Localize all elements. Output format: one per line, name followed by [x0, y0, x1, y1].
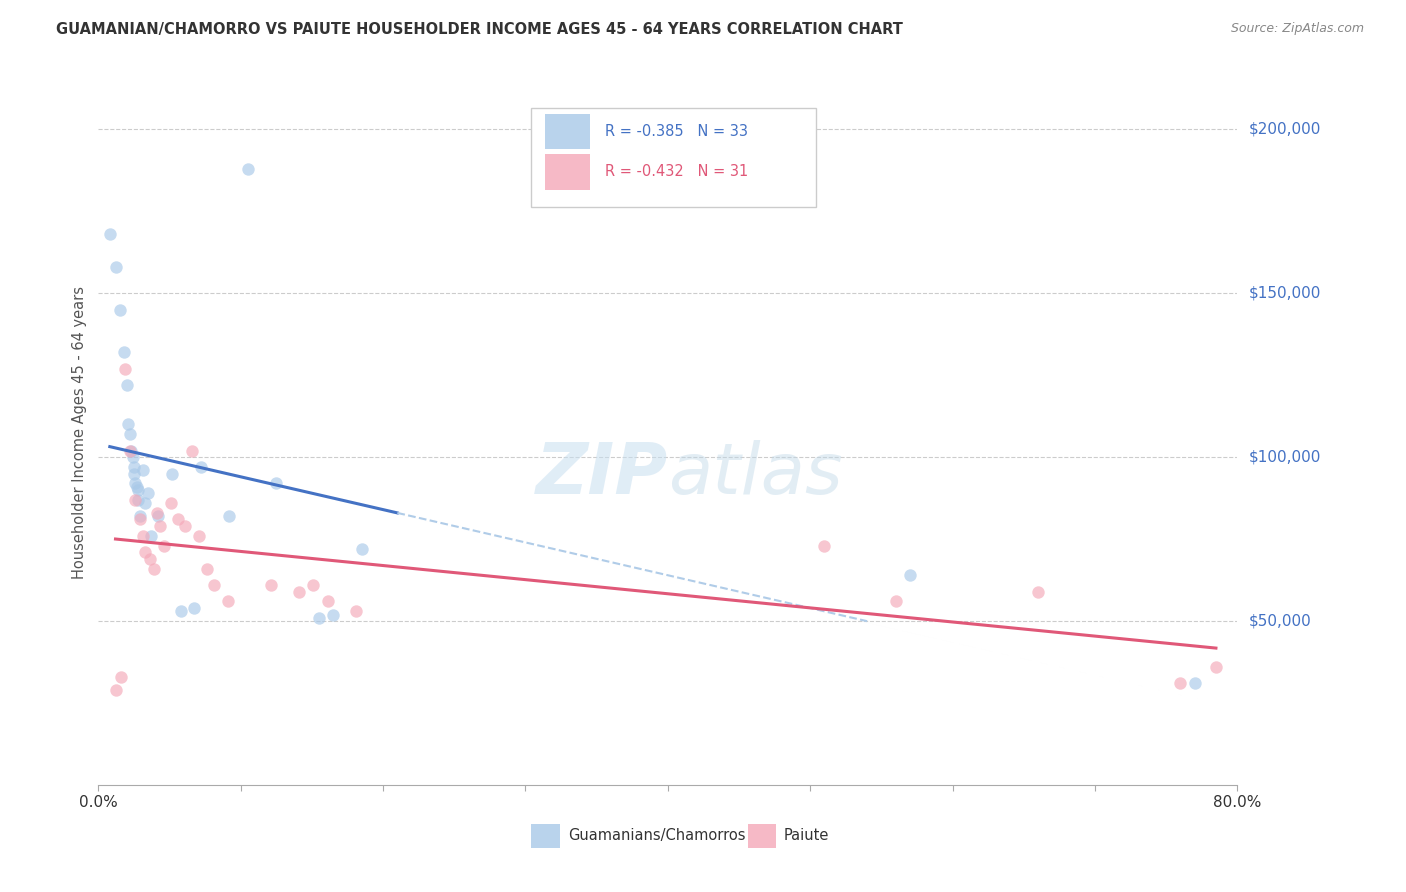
Point: [124, 492, 146, 507]
FancyBboxPatch shape: [748, 823, 776, 848]
Point: [1184, 676, 1206, 690]
Point: [266, 476, 288, 491]
Point: [288, 584, 311, 599]
Point: [302, 578, 325, 592]
Point: [131, 529, 153, 543]
Point: [308, 611, 330, 625]
FancyBboxPatch shape: [546, 154, 591, 189]
Text: $100,000: $100,000: [1249, 450, 1320, 465]
Text: $150,000: $150,000: [1249, 285, 1320, 301]
Point: [218, 509, 240, 524]
Point: [260, 578, 283, 592]
Text: Guamanians/Chamorros: Guamanians/Chamorros: [568, 828, 745, 843]
Point: [195, 561, 218, 575]
Point: [146, 506, 169, 520]
Point: [127, 483, 149, 497]
Point: [128, 512, 150, 526]
Point: [1170, 676, 1192, 690]
Point: [122, 460, 145, 475]
Point: [104, 260, 127, 274]
Text: ZIP: ZIP: [536, 441, 668, 509]
Point: [114, 361, 136, 376]
Point: [1205, 660, 1227, 674]
Point: [884, 594, 907, 608]
Text: R = -0.432   N = 31: R = -0.432 N = 31: [605, 164, 748, 179]
Point: [153, 539, 176, 553]
Point: [108, 302, 131, 317]
Point: [136, 486, 159, 500]
Point: [98, 227, 121, 242]
Point: [174, 519, 197, 533]
Point: [1026, 584, 1049, 599]
Point: [148, 509, 170, 524]
Point: [202, 578, 225, 592]
Point: [104, 682, 127, 697]
Point: [190, 460, 212, 475]
Text: $200,000: $200,000: [1249, 122, 1320, 137]
Text: atlas: atlas: [668, 441, 842, 509]
Point: [127, 492, 149, 507]
Point: [121, 450, 143, 465]
Point: [162, 467, 184, 481]
Text: $50,000: $50,000: [1249, 614, 1312, 629]
Point: [118, 427, 141, 442]
FancyBboxPatch shape: [531, 109, 815, 207]
Point: [139, 529, 162, 543]
Point: [160, 496, 183, 510]
Point: [181, 443, 204, 458]
FancyBboxPatch shape: [531, 823, 560, 848]
Point: [124, 476, 146, 491]
Point: [112, 345, 135, 359]
Text: Paiute: Paiute: [785, 828, 830, 843]
Point: [149, 519, 172, 533]
FancyBboxPatch shape: [546, 114, 591, 149]
Point: [131, 463, 153, 477]
Point: [898, 568, 921, 582]
Point: [350, 541, 373, 556]
Point: [167, 512, 190, 526]
Point: [110, 670, 132, 684]
Text: Source: ZipAtlas.com: Source: ZipAtlas.com: [1230, 22, 1364, 36]
Point: [236, 161, 259, 176]
Point: [188, 529, 211, 543]
Point: [322, 607, 344, 622]
Y-axis label: Householder Income Ages 45 - 64 years: Householder Income Ages 45 - 64 years: [72, 286, 87, 579]
Text: R = -0.385   N = 33: R = -0.385 N = 33: [605, 124, 748, 139]
Point: [122, 467, 145, 481]
Point: [120, 443, 142, 458]
Point: [183, 601, 205, 615]
Point: [813, 539, 835, 553]
Point: [128, 509, 150, 524]
Point: [170, 604, 193, 618]
Point: [138, 551, 160, 566]
Point: [134, 545, 156, 559]
Point: [344, 604, 367, 618]
Point: [217, 594, 239, 608]
Point: [125, 480, 148, 494]
Point: [118, 443, 141, 458]
Point: [134, 496, 156, 510]
Point: [142, 561, 165, 575]
Text: GUAMANIAN/CHAMORRO VS PAIUTE HOUSEHOLDER INCOME AGES 45 - 64 YEARS CORRELATION C: GUAMANIAN/CHAMORRO VS PAIUTE HOUSEHOLDER…: [56, 22, 903, 37]
Point: [316, 594, 339, 608]
Point: [115, 378, 138, 392]
Point: [117, 417, 139, 432]
